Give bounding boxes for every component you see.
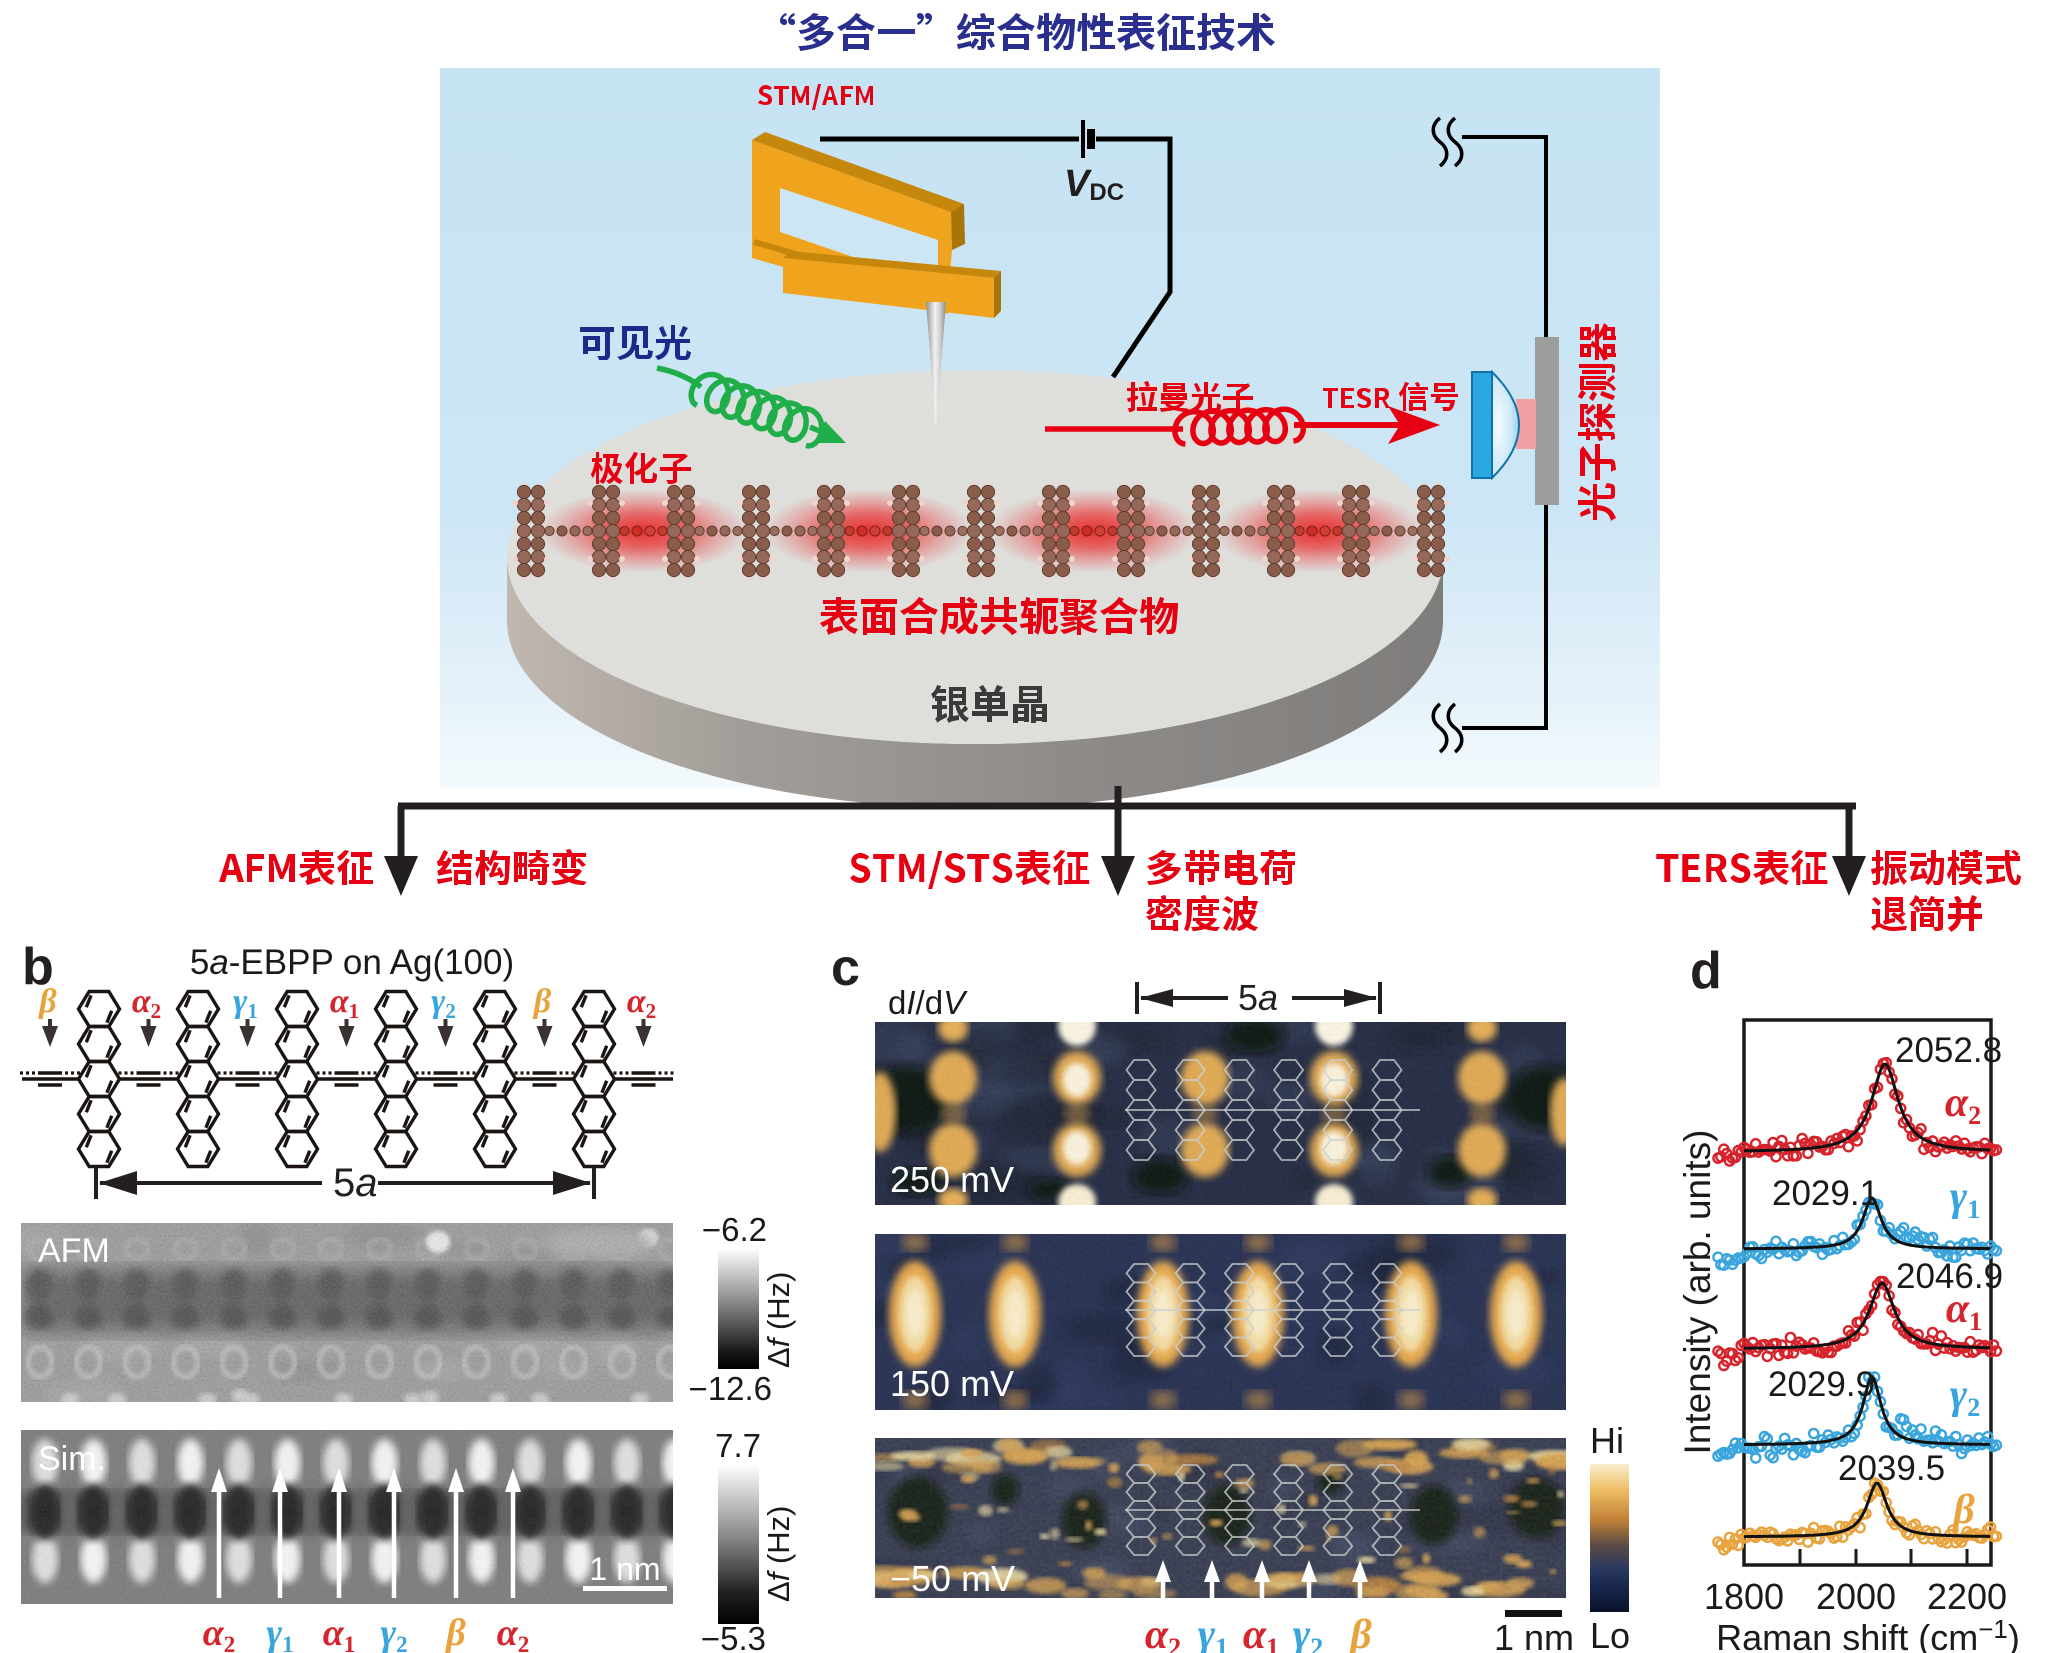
svg-text:2000: 2000 bbox=[1816, 1576, 1896, 1617]
svg-text:2029.9: 2029.9 bbox=[1768, 1365, 1875, 1404]
svg-text:β: β bbox=[444, 1612, 466, 1653]
svg-text:−6.2: −6.2 bbox=[702, 1211, 767, 1248]
svg-text:γ2: γ2 bbox=[1293, 1612, 1323, 1653]
svg-text:b: b bbox=[22, 938, 54, 996]
svg-text:β: β bbox=[37, 983, 57, 1020]
svg-text:AFM: AFM bbox=[38, 1232, 110, 1270]
svg-text:2200: 2200 bbox=[1927, 1576, 2007, 1617]
svg-text:VDC: VDC bbox=[1064, 163, 1124, 206]
svg-text:2046.9: 2046.9 bbox=[1896, 1257, 2003, 1296]
svg-text:150 mV: 150 mV bbox=[890, 1363, 1014, 1404]
svg-text:dI/dV: dI/dV bbox=[888, 984, 968, 1021]
svg-text:250 mV: 250 mV bbox=[890, 1159, 1014, 1200]
svg-text:5a: 5a bbox=[1238, 977, 1278, 1018]
svg-text:c: c bbox=[831, 939, 860, 997]
svg-text:2052.8: 2052.8 bbox=[1895, 1031, 2002, 1070]
svg-text:7.7: 7.7 bbox=[715, 1427, 761, 1464]
svg-text:β: β bbox=[1348, 1612, 1372, 1653]
svg-text:−50 mV: −50 mV bbox=[890, 1558, 1015, 1599]
svg-text:1800: 1800 bbox=[1704, 1576, 1784, 1617]
svg-text:2039.5: 2039.5 bbox=[1838, 1449, 1945, 1488]
svg-text:5a: 5a bbox=[333, 1161, 378, 1205]
svg-text:γ1: γ1 bbox=[266, 1612, 293, 1653]
svg-text:Δf (Hz): Δf (Hz) bbox=[761, 1506, 796, 1603]
svg-text:Δf (Hz): Δf (Hz) bbox=[761, 1272, 796, 1369]
svg-text:d: d bbox=[1690, 942, 1722, 1000]
svg-text:5a-EBPP on Ag(100): 5a-EBPP on Ag(100) bbox=[190, 943, 514, 982]
svg-text:β: β bbox=[532, 983, 552, 1020]
svg-text:Sim.: Sim. bbox=[38, 1440, 106, 1478]
svg-text:β: β bbox=[1951, 1487, 1975, 1533]
svg-text:Intensity (arb. units): Intensity (arb. units) bbox=[1677, 1130, 1718, 1455]
svg-text:1 nm: 1 nm bbox=[589, 1551, 660, 1587]
svg-text:Raman shift (cm−1): Raman shift (cm−1) bbox=[1716, 1614, 2020, 1653]
svg-text:2029.1: 2029.1 bbox=[1772, 1174, 1879, 1213]
svg-text:Lo: Lo bbox=[1590, 1615, 1630, 1653]
svg-text:−12.6: −12.6 bbox=[689, 1370, 773, 1407]
svg-text:Hi: Hi bbox=[1590, 1420, 1624, 1461]
svg-text:−5.3: −5.3 bbox=[701, 1620, 766, 1653]
svg-text:1 nm: 1 nm bbox=[1494, 1617, 1574, 1653]
